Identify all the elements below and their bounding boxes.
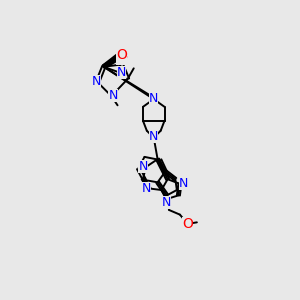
- Text: N: N: [141, 182, 151, 195]
- Text: N: N: [149, 130, 158, 143]
- Text: N: N: [117, 67, 126, 80]
- Text: N: N: [91, 75, 101, 88]
- Text: O: O: [116, 48, 127, 62]
- Text: O: O: [117, 51, 128, 64]
- Text: N: N: [138, 160, 148, 173]
- Text: N: N: [179, 177, 188, 190]
- Text: O: O: [116, 51, 127, 64]
- Text: N: N: [108, 89, 118, 102]
- Text: O: O: [182, 217, 193, 231]
- Text: N: N: [149, 92, 158, 105]
- Text: N: N: [161, 196, 171, 209]
